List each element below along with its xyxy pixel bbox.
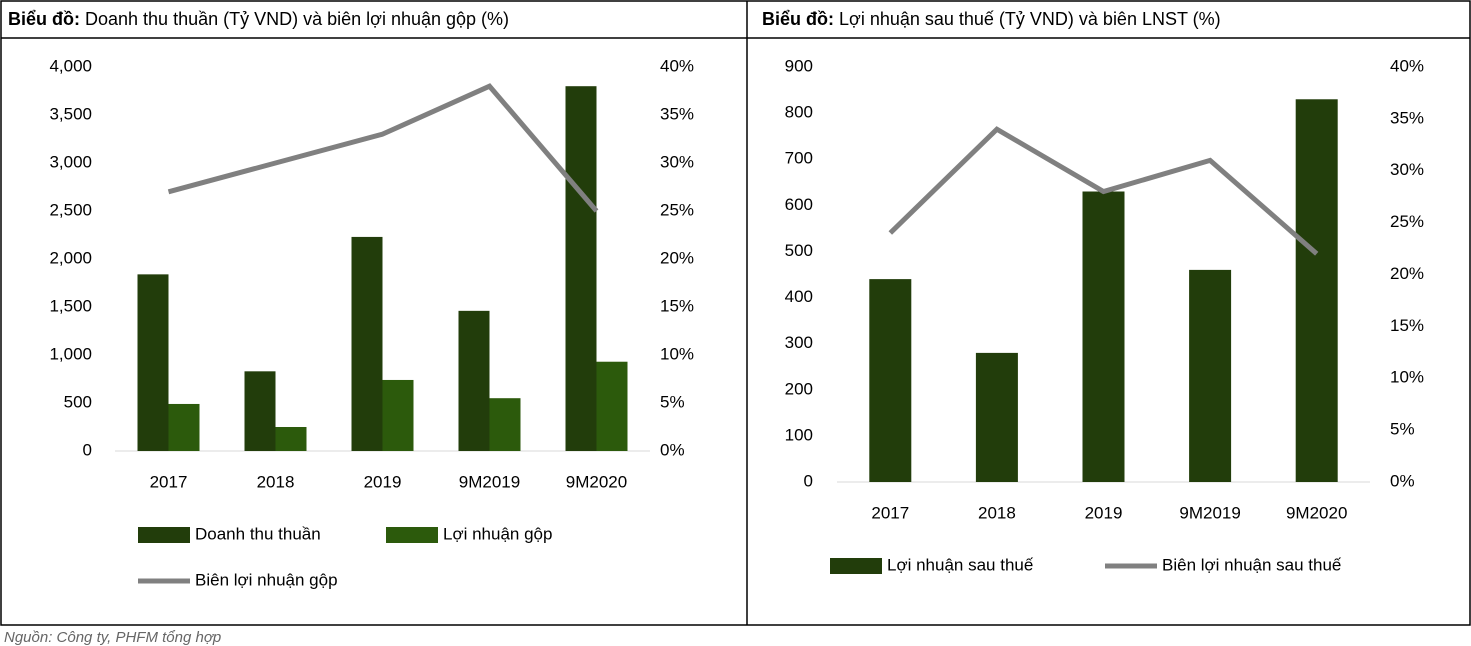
- legend-label: Biên lợi nhuận gộp: [195, 570, 338, 589]
- y-tick-label: 4,000: [49, 56, 92, 75]
- y-tick-label: 2,000: [49, 248, 92, 267]
- y-tick-label: 1,500: [49, 296, 92, 315]
- bar: [1082, 191, 1125, 482]
- bar: [458, 310, 490, 451]
- y-tick-label: 15%: [660, 296, 694, 315]
- y-tick-label: 35%: [1390, 108, 1424, 127]
- y-tick-label: 10%: [1390, 368, 1424, 387]
- y-tick-label: 5%: [1390, 420, 1415, 439]
- bar: [489, 398, 521, 451]
- bar: [351, 236, 383, 451]
- y-tick-label: 500: [785, 241, 813, 260]
- bar: [275, 427, 307, 451]
- y-tick-label: 15%: [1390, 316, 1424, 335]
- legend-label: Lợi nhuận sau thuế: [887, 555, 1034, 574]
- y-tick-label: 20%: [660, 248, 694, 267]
- y-tick-label: 25%: [1390, 212, 1424, 231]
- y-tick-label: 300: [785, 333, 813, 352]
- bar: [382, 379, 414, 451]
- y-tick-label: 40%: [1390, 56, 1424, 75]
- y-tick-label: 35%: [660, 104, 694, 123]
- y-tick-label: 800: [785, 103, 813, 122]
- y-tick-label: 0: [804, 471, 813, 490]
- y-tick-label: 900: [785, 56, 813, 75]
- y-tick-label: 0%: [660, 440, 685, 459]
- y-tick-label: 2,500: [49, 200, 92, 219]
- y-tick-label: 200: [785, 379, 813, 398]
- y-tick-label: 25%: [660, 200, 694, 219]
- x-tick-label: 2019: [1085, 503, 1123, 522]
- y-tick-label: 0: [83, 440, 92, 459]
- x-tick-label: 9M2019: [459, 472, 520, 491]
- x-tick-label: 9M2019: [1179, 503, 1240, 522]
- x-tick-label: 2019: [364, 472, 402, 491]
- y-tick-label: 1,000: [49, 344, 92, 363]
- x-tick-label: 9M2020: [1286, 503, 1347, 522]
- bar: [168, 403, 200, 451]
- y-tick-label: 0%: [1390, 471, 1415, 490]
- y-tick-label: 40%: [660, 56, 694, 75]
- y-tick-label: 600: [785, 195, 813, 214]
- legend-label: Doanh thu thuần: [195, 524, 321, 543]
- y-tick-label: 30%: [660, 152, 694, 171]
- bar: [869, 279, 912, 482]
- bar: [137, 274, 169, 451]
- bar: [565, 86, 597, 451]
- legend-label: Biên lợi nhuận sau thuế: [1162, 555, 1342, 574]
- y-tick-label: 10%: [660, 344, 694, 363]
- legend-swatch: [830, 558, 882, 574]
- x-tick-label: 2017: [871, 503, 909, 522]
- y-tick-label: 30%: [1390, 160, 1424, 179]
- x-tick-label: 2018: [257, 472, 295, 491]
- bar: [596, 361, 628, 451]
- legend-swatch: [138, 527, 190, 543]
- bar: [975, 352, 1018, 482]
- y-tick-label: 500: [64, 392, 92, 411]
- legend-swatch: [386, 527, 438, 543]
- x-tick-label: 2017: [150, 472, 188, 491]
- x-tick-label: 9M2020: [566, 472, 627, 491]
- chart-title: Biểu đồ: Doanh thu thuần (Tỷ VND) và biên…: [8, 9, 509, 29]
- line-series: [167, 83, 599, 213]
- source-note: Nguồn: Công ty, PHFM tổng hợp: [4, 629, 221, 646]
- y-tick-label: 700: [785, 149, 813, 168]
- bar: [244, 371, 276, 451]
- y-tick-label: 5%: [660, 392, 685, 411]
- chart-title: Biểu đồ: Lợi nhuận sau thuế (Tỷ VND) và b…: [762, 9, 1221, 29]
- y-tick-label: 20%: [1390, 264, 1424, 283]
- legend-label: Lợi nhuận gộp: [443, 524, 552, 543]
- line-series: [888, 126, 1319, 256]
- bar: [1295, 99, 1338, 483]
- frame: [0, 0, 1471, 626]
- y-tick-label: 3,000: [49, 152, 92, 171]
- x-tick-label: 2018: [978, 503, 1016, 522]
- y-tick-label: 3,500: [49, 104, 92, 123]
- bar: [1189, 269, 1232, 482]
- y-tick-label: 400: [785, 287, 813, 306]
- y-tick-label: 100: [785, 425, 813, 444]
